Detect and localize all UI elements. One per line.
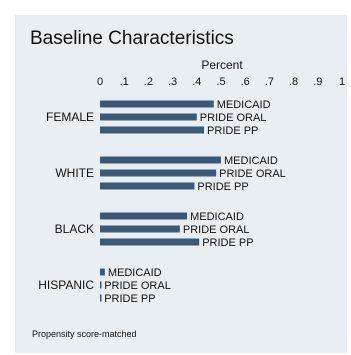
x-tick-label: .6 <box>241 76 250 88</box>
x-tick-label: 1 <box>339 76 345 88</box>
bar-label: PRIDE ORAL <box>219 168 286 180</box>
chart-note: Propensity score-matched <box>32 329 137 339</box>
bar-label: PRIDE ORAL <box>183 224 250 236</box>
bar <box>100 238 200 246</box>
x-tick-label: 0 <box>97 76 103 88</box>
x-tick-label: .3 <box>168 76 177 88</box>
group-label: FEMALE <box>46 110 94 124</box>
bar-label: PRIDE ORAL <box>104 280 171 292</box>
bar <box>100 281 102 289</box>
x-tick-label: .8 <box>289 76 298 88</box>
chart-title: Baseline Characteristics <box>30 28 234 49</box>
x-tick-label: .5 <box>216 76 225 88</box>
group-label: HISPANIC <box>38 278 94 292</box>
bar <box>100 156 221 164</box>
bar <box>100 225 180 233</box>
bar-label: PRIDE PP <box>207 125 258 137</box>
group-label: WHITE <box>55 166 94 180</box>
bar <box>100 113 197 121</box>
x-tick-label: .7 <box>265 76 274 88</box>
bar <box>100 126 205 134</box>
x-axis-title: Percent <box>201 58 243 72</box>
bars <box>100 100 221 302</box>
x-tick-label: .2 <box>144 76 153 88</box>
bar <box>100 100 214 108</box>
bar <box>100 294 102 302</box>
x-axis-ticks: 0 .1 .2 .3 .4 .5 .6 .7 .8 .9 1 <box>97 76 345 88</box>
x-tick-label: .1 <box>120 76 129 88</box>
bar <box>100 182 195 190</box>
x-tick-label: .9 <box>313 76 322 88</box>
group-labels: FEMALE WHITE BLACK HISPANIC <box>38 110 94 292</box>
bar-label: PRIDE ORAL <box>200 112 267 124</box>
bar-label: MEDICAID <box>190 211 244 223</box>
bar <box>100 212 188 220</box>
bar-label: PRIDE PP <box>202 237 253 249</box>
bar-label: PRIDE PP <box>104 293 155 305</box>
bar-label: PRIDE PP <box>197 181 248 193</box>
bar-label: MEDICAID <box>108 267 162 279</box>
bar-label: MEDICAID <box>217 99 271 111</box>
bar <box>100 268 105 276</box>
x-tick-label: .4 <box>192 76 201 88</box>
group-label: BLACK <box>55 222 94 236</box>
bar-label: MEDICAID <box>224 155 278 167</box>
bar <box>100 169 217 177</box>
